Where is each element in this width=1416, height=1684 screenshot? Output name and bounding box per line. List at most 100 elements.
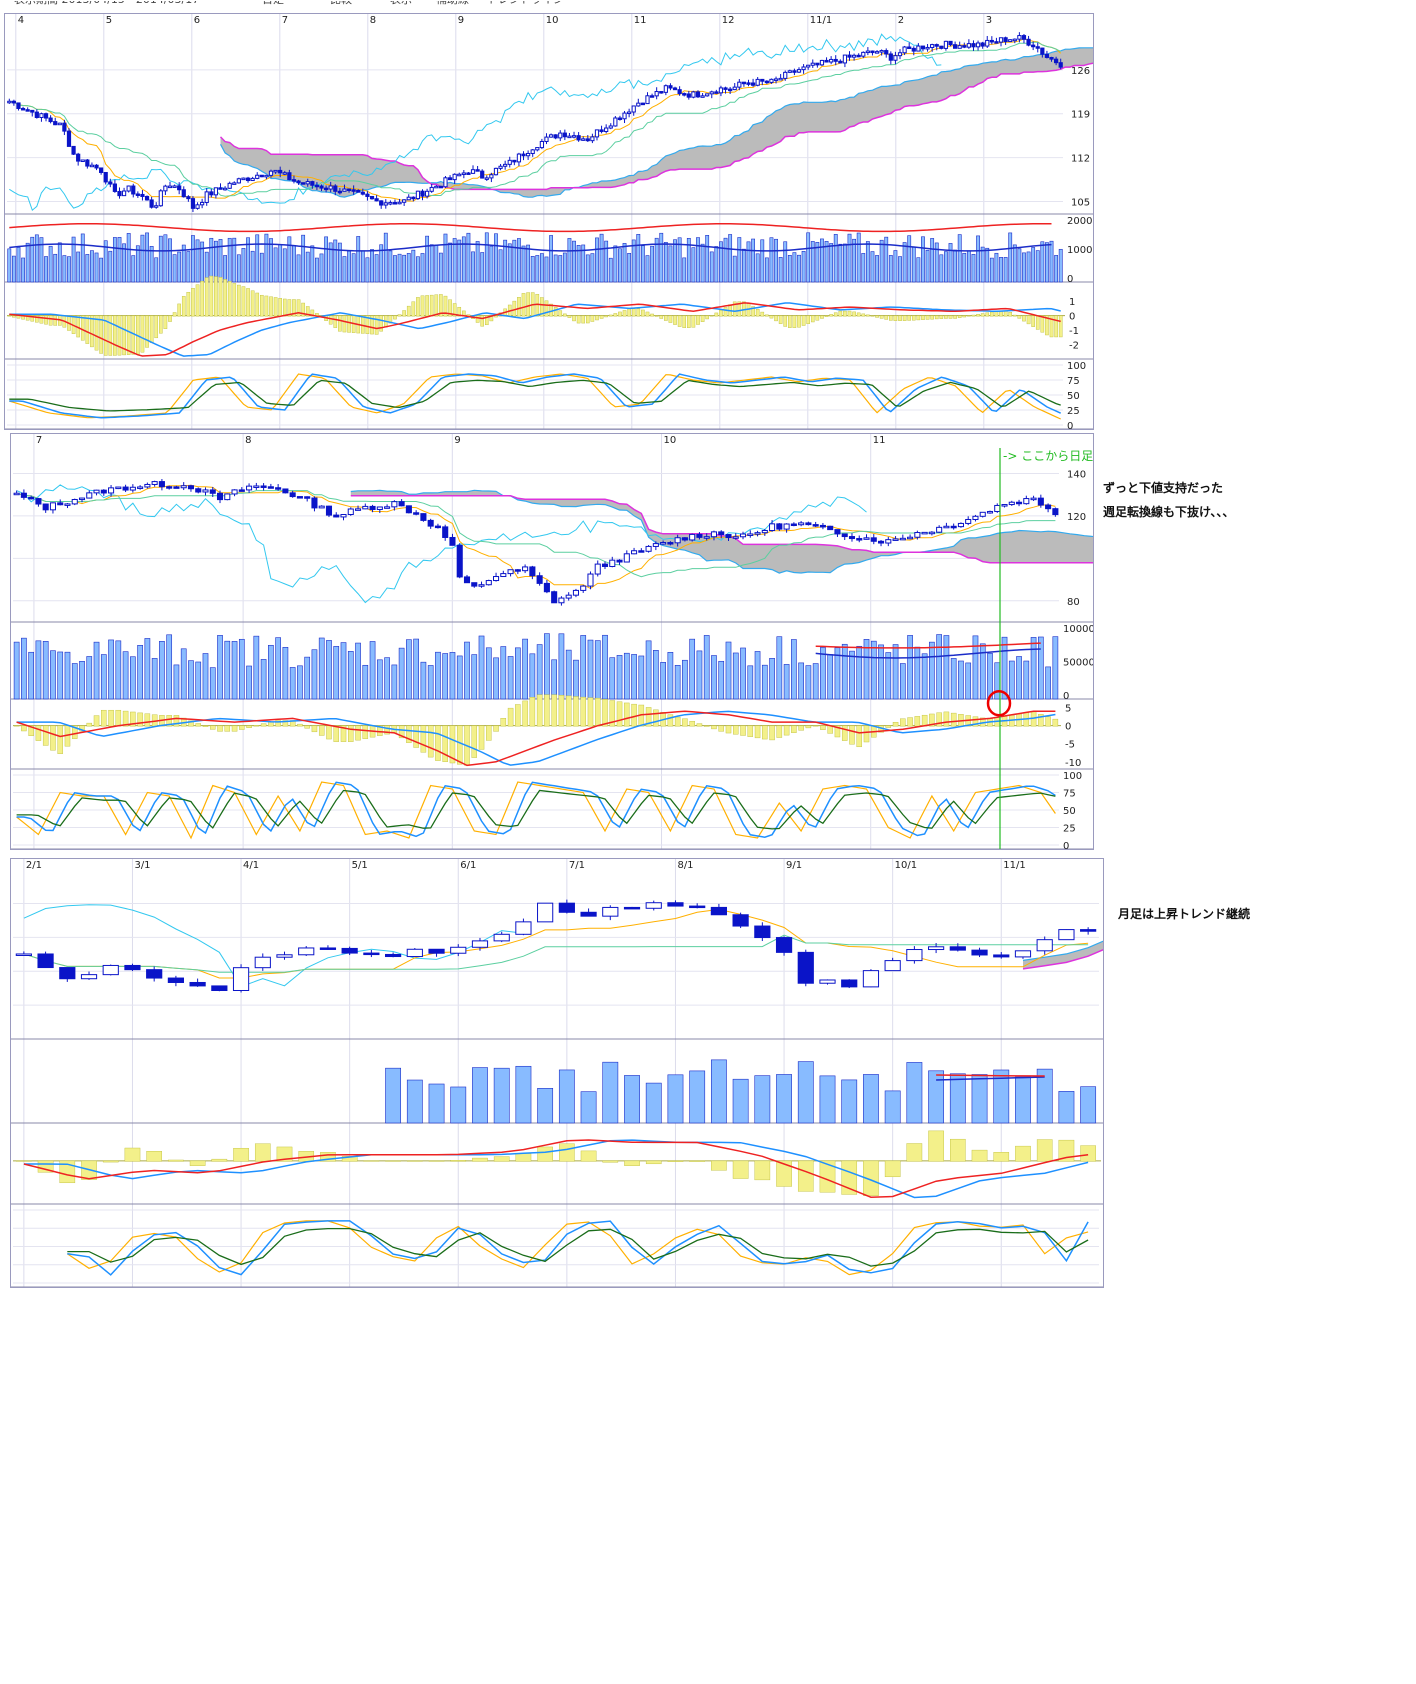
weekly-macd-histogram-bar [762,725,768,740]
weekly-candle [413,510,420,516]
monthly-note: 月足は上昇トレンド継続 [1118,907,1251,921]
daily-candle [112,179,118,193]
daily-macd-histogram-bar [12,315,16,318]
toolbar-fragment: 補助線 ・ トレンドライン [436,1,564,6]
daily-volume-bar [517,238,521,283]
weekly-volume-bar [638,655,645,700]
daily-macd-histogram-bar [282,298,287,317]
monthly-macd-histogram-bar [16,1160,32,1162]
weekly-macd-histogram-bar [304,725,310,729]
daily-candle [659,91,664,94]
daily-macd-histogram-bar [292,299,296,317]
weekly-candle [166,485,173,490]
weekly-volume-bar [391,664,398,700]
monthly-stoch-d-line [67,1220,1089,1276]
monthly-volume-bar [1015,1076,1031,1124]
daily-macd-histogram-bar [902,315,907,321]
weekly-candle [681,537,688,542]
daily-volume-bar [438,252,443,283]
daily-macd-histogram-bar [103,315,108,356]
monthly-macd-histogram-bar [59,1160,76,1184]
monthly-candle [428,948,445,957]
daily-candle [512,159,517,166]
daily-volume-bar [122,243,126,283]
daily-volume-bar [429,244,434,283]
daily-volume-bar [590,253,595,283]
monthly-candle [1080,927,1097,935]
daily-candle [94,164,99,171]
daily-candle [461,169,466,179]
daily-volume-bar [572,240,576,283]
daily-volume-bar [503,239,508,283]
daily-candle [856,53,861,58]
daily-macd-histogram-bar [567,315,572,318]
weekly-candle [805,521,812,526]
weekly-volume-bar [732,652,739,700]
weekly-volume-bar [609,657,616,700]
daily-macd-histogram-bar [980,313,985,317]
weekly-volume-bar [805,665,812,700]
daily-candle [654,87,659,100]
weekly-candle [565,592,572,601]
daily-volume-bar [544,256,549,283]
daily-candle [916,43,921,52]
daily-volume-bar [135,245,140,283]
daily-candle [732,83,737,91]
daily-candle [291,175,297,184]
daily-candle [411,196,416,202]
weekly-volume-bar [747,665,754,700]
daily-candle [1058,58,1063,70]
daily-volume-bar [85,254,90,283]
weekly-volume-bar [703,635,710,700]
weekly-candle [587,571,594,590]
monthly-macd-histogram-bar [1036,1139,1053,1162]
daily-candle [952,41,958,49]
monthly-candle [319,945,337,950]
weekly-macd-histogram-bar [950,712,957,727]
daily-macd-histogram-bar [200,280,204,317]
daily-macd-histogram-bar [338,315,342,332]
daily-macd-histogram-bar [824,315,829,317]
monthly-volume-bar [971,1074,988,1124]
daily-macd-histogram-bar [622,310,627,317]
daily-volume-bar [631,239,636,283]
daily-macd-histogram-bar [273,297,278,317]
daily-volume-bar [911,246,916,283]
daily-price-axis-label: 119 [1071,110,1090,121]
daily-volume-bar [1058,248,1063,283]
weekly-macd-histogram-bar [929,713,935,727]
daily-volume-bar [976,235,980,283]
monthly-macd-histogram-bar [841,1160,858,1195]
daily-candle [608,123,613,130]
daily-macd-histogram-bar [480,315,485,327]
weekly-macd-histogram-bar [217,725,223,732]
daily-volume-bar [145,232,149,283]
monthly-candle [841,979,858,989]
monthly-volume-bar [580,1091,597,1124]
daily-candle [737,78,742,91]
weekly-candle [703,533,710,541]
monthly-x-tick-label: 3/1 [134,860,150,871]
weekly-macd-histogram-bar [885,725,892,728]
daily-x-tick-label: 7 [282,15,288,26]
weekly-candle [892,536,899,541]
weekly-macd-histogram-bar [130,711,136,727]
weekly-macd-histogram-bar [645,707,652,727]
weekly-candle [623,550,630,563]
daily-volume-bar [457,239,462,283]
daily-macd-histogram-bar [99,315,103,354]
weekly-candle [1045,503,1052,513]
weekly-volume-bar [849,650,855,700]
daily-macd-histogram-bar [962,315,967,318]
weekly-volume-bar [565,649,572,700]
daily-x-tick-label: 5 [106,15,112,26]
monthly-volume-bar [1058,1091,1075,1124]
monthly-volume-bar [819,1075,836,1124]
daily-candle [402,199,407,206]
daily-volume-bar [388,250,393,283]
weekly-macd-histogram-bar [689,720,695,727]
daily-macd-histogram-bar [457,306,462,317]
weekly-stoch-slow-line [16,789,1056,830]
weekly-note-line2: 週足転換線も下抜け、、、 [1103,505,1235,519]
weekly-macd-histogram-bar [340,725,347,742]
